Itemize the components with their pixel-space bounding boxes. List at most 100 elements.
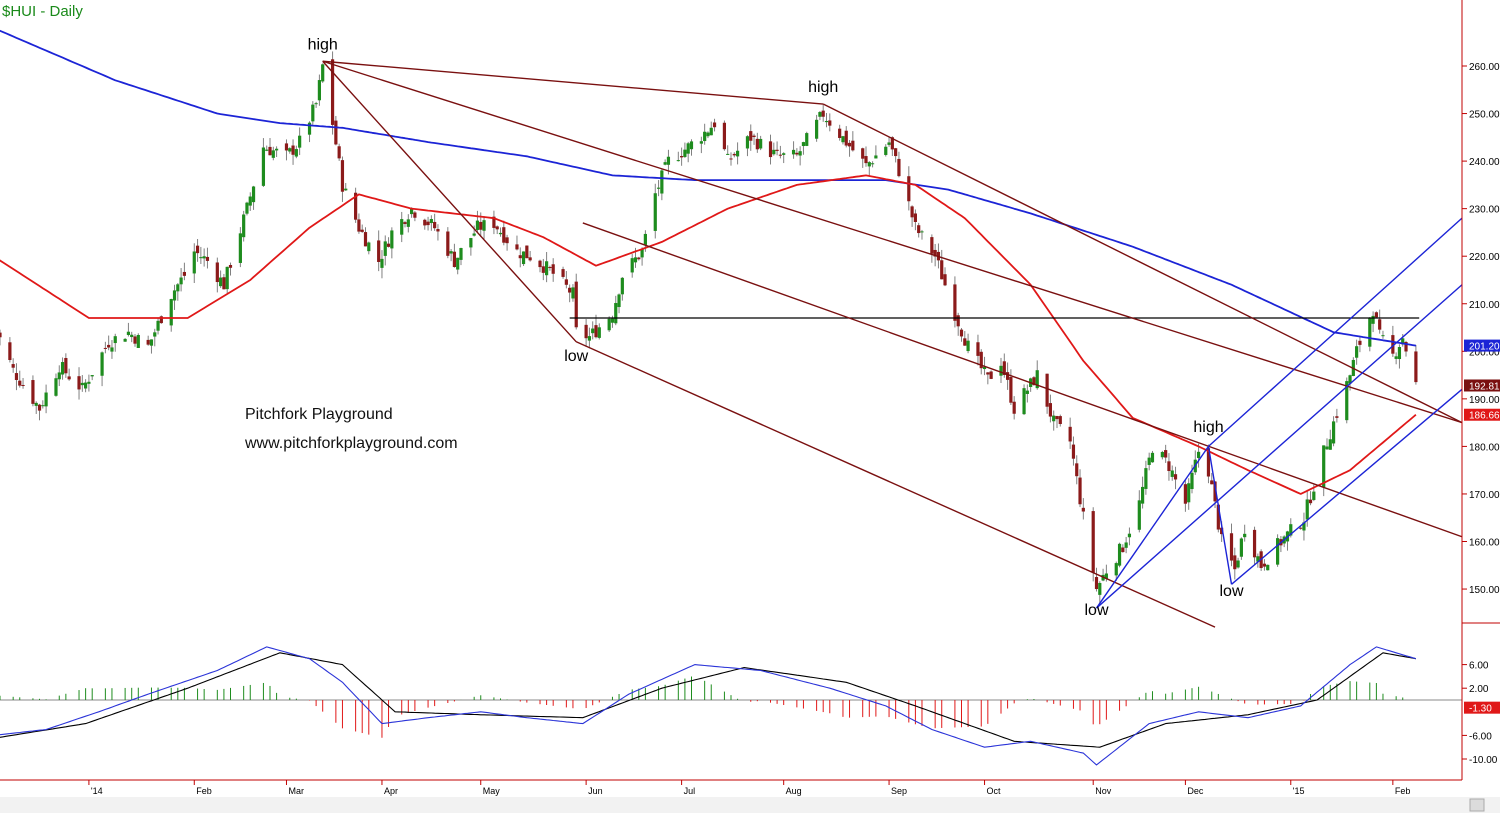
candle-body xyxy=(423,219,427,226)
candle-body xyxy=(630,258,634,273)
candle-body xyxy=(1328,439,1332,450)
y-tick-label: 190.00- xyxy=(1469,395,1500,406)
candle-body xyxy=(251,186,256,203)
candle-body xyxy=(199,257,203,259)
horizontal-scrollbar[interactable] xyxy=(0,797,1500,813)
candle-body xyxy=(492,216,496,228)
candle-body xyxy=(1091,511,1095,573)
candle-body xyxy=(976,342,980,356)
candle-body xyxy=(515,244,519,250)
candle-body xyxy=(261,147,266,186)
candle-body xyxy=(966,340,970,352)
y-tick-label: 180.00- xyxy=(1469,442,1500,453)
candle-body xyxy=(1071,444,1076,459)
candle-body xyxy=(18,380,22,386)
candle-body xyxy=(1137,500,1141,530)
candle-body xyxy=(1256,556,1260,562)
candle-body xyxy=(44,392,48,407)
candle-body xyxy=(953,284,957,321)
candle-body xyxy=(1173,474,1178,480)
candle-body xyxy=(156,320,160,331)
last-value-label: 186.66 xyxy=(1469,411,1500,422)
candle-body xyxy=(620,277,624,295)
candle-body xyxy=(1048,403,1053,417)
candle-body xyxy=(1302,522,1306,531)
candle-body xyxy=(1216,504,1220,530)
candle-body xyxy=(219,277,223,287)
candle-body xyxy=(149,339,154,346)
candle-body xyxy=(1196,451,1201,459)
annotation-high-december: high xyxy=(1193,419,1223,436)
macd-last-value-badge xyxy=(1464,701,1500,714)
candle-body xyxy=(745,136,750,149)
candle-body xyxy=(429,219,433,224)
y-tick-label: 250.00- xyxy=(1469,110,1500,121)
candle-body xyxy=(1124,542,1128,548)
candle-body xyxy=(475,220,480,230)
candle-body xyxy=(176,284,180,292)
x-tick-label: Aug xyxy=(786,786,802,796)
candle-body xyxy=(130,334,134,338)
candle-body xyxy=(943,274,947,286)
pitchfork2-median-line xyxy=(1096,284,1463,609)
candle-body xyxy=(1414,351,1418,383)
macd-line xyxy=(0,646,1417,766)
candle-body xyxy=(541,266,545,273)
candle-body xyxy=(617,294,621,308)
candle-body xyxy=(518,255,522,259)
candle-body xyxy=(1147,457,1151,465)
candle-body xyxy=(90,375,94,377)
candle-body xyxy=(656,187,661,189)
annotation-low-november: low xyxy=(1084,602,1108,619)
candle-body xyxy=(1005,372,1010,380)
candle-body xyxy=(1032,377,1036,386)
candle-body xyxy=(1355,346,1359,358)
candle-body xyxy=(538,260,542,268)
candle-body xyxy=(274,148,279,151)
candle-body xyxy=(245,202,249,214)
candle-body xyxy=(103,347,107,349)
candle-body xyxy=(1331,421,1336,444)
candle-body xyxy=(60,362,65,375)
candle-body xyxy=(752,135,756,138)
candle-body xyxy=(354,192,358,220)
candle-body xyxy=(545,261,549,276)
candle-body xyxy=(910,206,914,218)
candle-body xyxy=(265,149,269,151)
candle-body xyxy=(1308,499,1313,504)
candle-body xyxy=(1127,533,1132,538)
candle-body xyxy=(1167,461,1171,472)
candle-body xyxy=(699,141,703,144)
candle-body xyxy=(610,318,615,323)
candle-body xyxy=(80,382,84,386)
candle-body xyxy=(640,249,644,258)
candle-body xyxy=(1266,564,1270,571)
candle-body xyxy=(334,120,338,145)
price-panel xyxy=(0,29,1463,628)
pitchfork1-upper-tine xyxy=(322,60,1463,424)
candle-body xyxy=(1164,450,1168,458)
pitchfork2-handle-low xyxy=(1207,446,1233,585)
candle-body xyxy=(735,150,740,157)
candle-body xyxy=(1381,335,1385,337)
candle-body xyxy=(1401,338,1405,345)
candle-body xyxy=(653,193,657,231)
candle-body xyxy=(594,325,598,338)
candle-body xyxy=(989,371,993,379)
scrollbar-thumb[interactable] xyxy=(1469,798,1485,812)
candle-body xyxy=(1262,563,1267,567)
candle-body xyxy=(113,336,117,344)
candle-body xyxy=(805,133,809,146)
candle-body xyxy=(321,64,325,82)
candle-body xyxy=(311,104,315,122)
candle-body xyxy=(271,150,275,158)
candle-body xyxy=(1378,319,1382,330)
candle-body xyxy=(999,365,1003,376)
candle-body xyxy=(551,264,555,274)
candle-body xyxy=(357,219,361,232)
candle-body xyxy=(1002,361,1006,375)
candle-body xyxy=(110,347,114,352)
candle-body xyxy=(821,110,825,117)
last-value-badges: 201.20 192.81 186.66 -1.30 xyxy=(1464,339,1500,715)
